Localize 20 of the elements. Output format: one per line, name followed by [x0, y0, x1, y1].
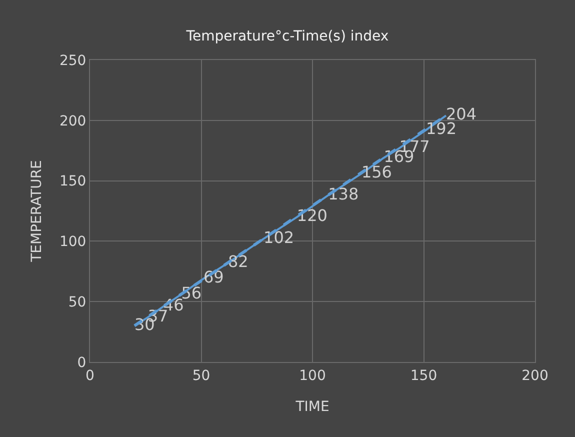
- data-label: 138: [328, 184, 359, 204]
- y-tick-label: 150: [59, 174, 86, 190]
- data-label: 192: [426, 119, 457, 138]
- y-tick-label: 100: [59, 234, 86, 250]
- y-tick-label: 200: [59, 113, 86, 130]
- y-tick-label: 50: [68, 294, 86, 310]
- x-tick-label: 50: [192, 368, 210, 384]
- x-tick-label: 150: [410, 368, 438, 384]
- y-axis-title: TEMPERATURE: [29, 160, 46, 263]
- chart-title: Temperature°c-Time(s) index: [185, 28, 389, 44]
- y-tick-label: 250: [59, 52, 86, 69]
- data-label: 82: [228, 252, 248, 271]
- data-label: 69: [203, 268, 224, 287]
- x-tick-label: 100: [299, 368, 326, 384]
- x-tick-label: 200: [522, 368, 548, 384]
- data-label: 102: [264, 228, 294, 247]
- x-axis-title: TIME: [294, 399, 330, 416]
- y-tick-label: 0: [77, 354, 86, 371]
- data-label: 120: [296, 206, 328, 226]
- data-label: 156: [361, 162, 392, 182]
